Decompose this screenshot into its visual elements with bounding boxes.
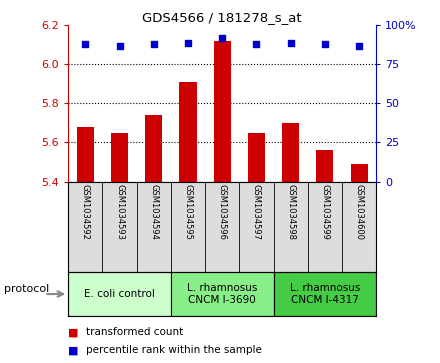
Text: GSM1034597: GSM1034597 xyxy=(252,184,261,240)
Bar xyxy=(214,41,231,182)
Point xyxy=(184,40,191,45)
Point xyxy=(321,41,328,47)
Point xyxy=(82,41,89,47)
Text: GSM1034600: GSM1034600 xyxy=(355,184,363,240)
Text: protocol: protocol xyxy=(4,284,50,294)
Text: GSM1034596: GSM1034596 xyxy=(218,184,227,240)
Text: GSM1034598: GSM1034598 xyxy=(286,184,295,240)
Point xyxy=(356,43,363,49)
Bar xyxy=(77,127,94,182)
Bar xyxy=(282,123,299,182)
Bar xyxy=(274,272,376,316)
Text: transformed count: transformed count xyxy=(86,327,183,337)
Point xyxy=(150,41,157,47)
Bar xyxy=(145,115,162,182)
Text: GSM1034593: GSM1034593 xyxy=(115,184,124,240)
Bar xyxy=(111,133,128,182)
Text: percentile rank within the sample: percentile rank within the sample xyxy=(86,345,262,355)
Title: GDS4566 / 181278_s_at: GDS4566 / 181278_s_at xyxy=(143,11,302,24)
Text: L. rhamnosus
CNCM I-4317: L. rhamnosus CNCM I-4317 xyxy=(290,283,360,305)
Bar xyxy=(171,272,274,316)
Point xyxy=(219,35,226,41)
Text: GSM1034599: GSM1034599 xyxy=(320,184,330,240)
Text: E. coli control: E. coli control xyxy=(84,289,155,299)
Bar xyxy=(180,82,197,182)
Point xyxy=(253,41,260,47)
Point xyxy=(287,40,294,45)
Bar xyxy=(316,150,334,182)
Text: GSM1034594: GSM1034594 xyxy=(149,184,158,240)
Text: GSM1034595: GSM1034595 xyxy=(183,184,192,240)
Bar xyxy=(68,272,171,316)
Text: ■: ■ xyxy=(68,345,79,355)
Bar xyxy=(351,164,368,182)
Text: ■: ■ xyxy=(68,327,79,337)
Text: L. rhamnosus
CNCM I-3690: L. rhamnosus CNCM I-3690 xyxy=(187,283,257,305)
Point xyxy=(116,43,123,49)
Bar xyxy=(248,133,265,182)
Text: GSM1034592: GSM1034592 xyxy=(81,184,90,240)
